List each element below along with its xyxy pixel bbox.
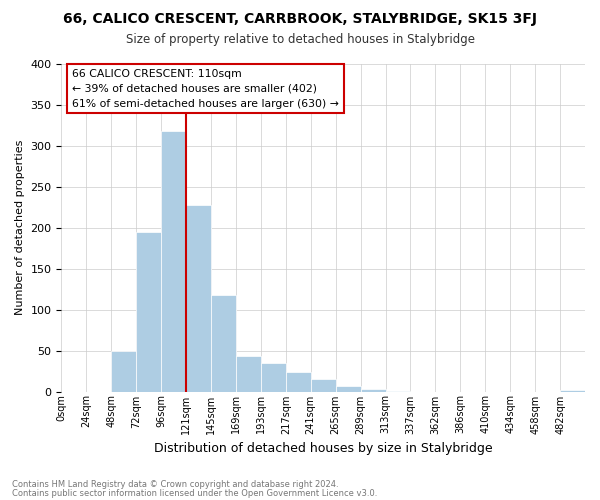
Bar xyxy=(361,389,386,392)
Bar xyxy=(386,390,410,392)
Bar xyxy=(311,379,335,392)
Bar xyxy=(286,372,311,392)
Bar xyxy=(335,386,361,392)
Bar xyxy=(211,295,236,392)
Y-axis label: Number of detached properties: Number of detached properties xyxy=(15,140,25,316)
Text: 66 CALICO CRESCENT: 110sqm
← 39% of detached houses are smaller (402)
61% of sem: 66 CALICO CRESCENT: 110sqm ← 39% of deta… xyxy=(72,69,339,108)
Bar xyxy=(111,350,136,392)
Text: Size of property relative to detached houses in Stalybridge: Size of property relative to detached ho… xyxy=(125,32,475,46)
Text: Contains public sector information licensed under the Open Government Licence v3: Contains public sector information licen… xyxy=(12,488,377,498)
Bar xyxy=(186,205,211,392)
X-axis label: Distribution of detached houses by size in Stalybridge: Distribution of detached houses by size … xyxy=(154,442,493,455)
Bar xyxy=(560,390,585,392)
Bar xyxy=(236,356,261,392)
Bar xyxy=(161,131,186,392)
Text: Contains HM Land Registry data © Crown copyright and database right 2024.: Contains HM Land Registry data © Crown c… xyxy=(12,480,338,489)
Text: 66, CALICO CRESCENT, CARRBROOK, STALYBRIDGE, SK15 3FJ: 66, CALICO CRESCENT, CARRBROOK, STALYBRI… xyxy=(63,12,537,26)
Bar xyxy=(136,232,161,392)
Bar xyxy=(261,363,286,392)
